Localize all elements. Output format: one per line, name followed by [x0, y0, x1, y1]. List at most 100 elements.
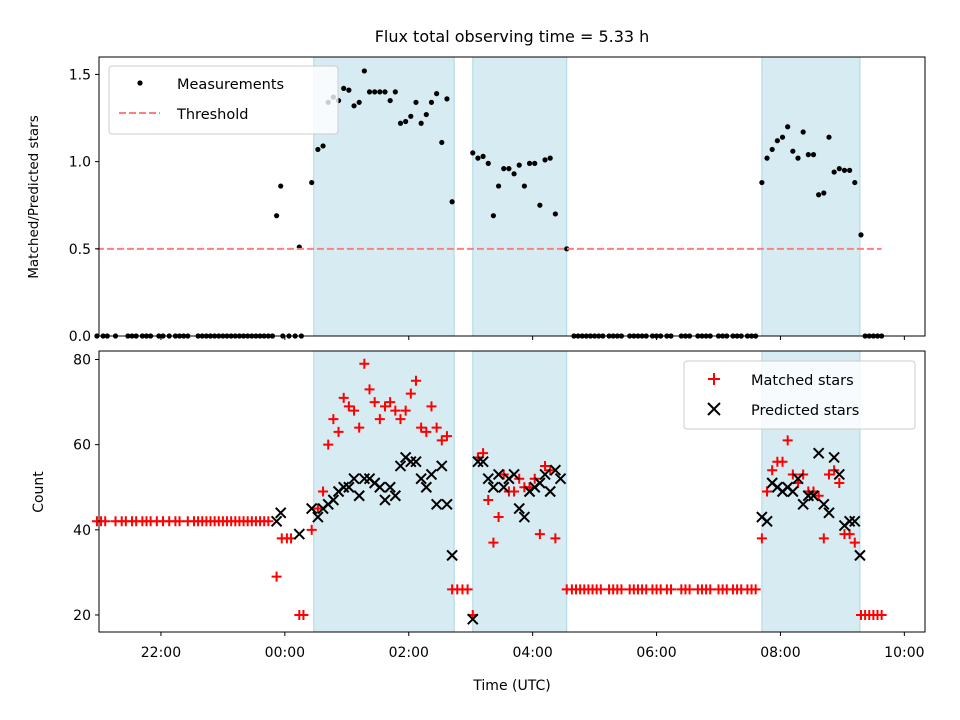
predicted-stars-point: [539, 468, 551, 481]
predicted-stars-point: [534, 477, 546, 489]
measurement-point: [485, 160, 491, 166]
predicted-stars-point: [358, 473, 371, 485]
y-tick-label: 80: [73, 353, 91, 369]
predicted-stars-point: [854, 549, 866, 562]
predicted-stars-point: [305, 502, 318, 515]
bottom-legend-box: [683, 360, 916, 430]
matched-stars-point: [488, 537, 499, 548]
matched-stars-point: [844, 529, 855, 540]
measurement-point: [418, 120, 424, 126]
measurement-point: [490, 213, 497, 219]
measurement-point: [764, 155, 770, 161]
matched-stars-point: [359, 358, 370, 369]
matched-stars-legend-label: Matched stars: [751, 373, 854, 389]
measurement-point: [470, 150, 476, 156]
measurement-point: [387, 97, 393, 104]
matched-stars-point: [416, 422, 427, 433]
measurement-point: [382, 89, 388, 95]
observing-window: [761, 56, 861, 337]
matched-stars-point: [354, 422, 365, 433]
measurement-point: [826, 134, 832, 140]
matched-stars-point: [100, 516, 111, 527]
predicted-stars-point: [828, 451, 840, 464]
predicted-stars-point: [802, 490, 815, 502]
predicted-stars-point: [807, 490, 820, 502]
matched-stars-point: [666, 584, 677, 595]
measurement-point: [423, 111, 429, 118]
predicted-stars-point: [379, 494, 391, 506]
matched-stars-point: [374, 414, 385, 425]
measurement-point: [372, 89, 378, 95]
matched-stars-point: [441, 431, 452, 442]
x-tick-label: 06:00: [636, 645, 676, 661]
predicted-stars-point: [477, 455, 489, 468]
predicted-stars-point: [389, 490, 402, 502]
matched-stars-point: [263, 516, 274, 527]
bottom-x-ticks: 22:00 00:00 02:00 04:00 06:00 08:00 10:00: [141, 632, 925, 661]
matched-stars-point: [431, 422, 442, 433]
predicted-stars-point: [394, 460, 407, 472]
measurement-point: [790, 148, 796, 154]
bottom-y-axis-label: Count: [31, 471, 47, 513]
matched-stars-point: [834, 477, 845, 488]
measurement-point: [805, 152, 811, 158]
matched-stars-point: [782, 435, 793, 446]
predicted-stars-point: [472, 455, 484, 468]
predicted-stars-point: [508, 468, 520, 481]
matched-stars-point: [818, 533, 829, 544]
measurement-point: [552, 211, 558, 217]
measurement-point: [836, 166, 842, 172]
predicted-stars-point: [487, 481, 500, 493]
matched-stars-point: [767, 465, 778, 476]
predicted-stars-point: [843, 515, 856, 528]
predicted-stars-point: [293, 528, 306, 540]
x-axis-label: Time (UTC): [472, 678, 550, 694]
matched-stars-point: [436, 435, 447, 446]
matched-stars-point: [343, 401, 354, 412]
measurement-point: [428, 99, 435, 105]
predicted-stars-point: [374, 481, 386, 493]
measurement-point: [795, 155, 801, 161]
matched-stars-point: [762, 486, 773, 497]
matched-stars-point: [364, 384, 375, 395]
measurement-point: [309, 179, 315, 186]
matched-stars-point: [298, 609, 309, 620]
matched-stars-point: [540, 460, 551, 471]
predicted-stars-point: [797, 498, 809, 510]
predicted-stars-point: [327, 494, 340, 506]
matched-stars-point: [478, 448, 489, 459]
measurement-point: [320, 143, 326, 149]
x-tick-label: 00:00: [265, 645, 305, 661]
observing-window: [472, 56, 568, 337]
predicted-stars-point: [549, 464, 562, 476]
top-plot-frame: [98, 56, 926, 337]
measurement-point: [841, 167, 848, 173]
measurements-legend-marker: [137, 80, 143, 86]
measurement-point: [413, 99, 419, 105]
matched-stars-point: [405, 388, 416, 399]
predicted-stars-point: [498, 481, 510, 493]
y-tick-label: 1.5: [69, 67, 91, 83]
y-tick-label: 60: [73, 438, 91, 454]
predicted-stars-point: [544, 485, 556, 498]
predicted-stars-point: [554, 473, 567, 485]
predicted-stars-point: [415, 473, 427, 485]
measurement-point: [831, 169, 837, 175]
measurement-point: [278, 183, 284, 189]
predicted-stars-point: [823, 507, 835, 519]
matched-stars-point: [483, 495, 494, 506]
threshold-legend-label: Threshold: [176, 107, 248, 123]
measurement-point: [501, 166, 507, 172]
matched-stars-point: [369, 397, 380, 408]
measurement-point: [800, 129, 806, 135]
predicted-stars-point: [337, 481, 350, 493]
matched-stars-point: [306, 524, 317, 535]
predicted-stars-point: [348, 473, 360, 485]
measurement-point: [521, 183, 527, 189]
measurement-point: [847, 167, 853, 173]
predicted-stars-point: [384, 481, 396, 493]
top-chart-title: Flux total observing time = 5.33 h: [375, 27, 650, 46]
measurement-point: [351, 103, 357, 109]
predicted-stars-point: [343, 481, 355, 493]
matched-stars-point: [323, 439, 334, 450]
